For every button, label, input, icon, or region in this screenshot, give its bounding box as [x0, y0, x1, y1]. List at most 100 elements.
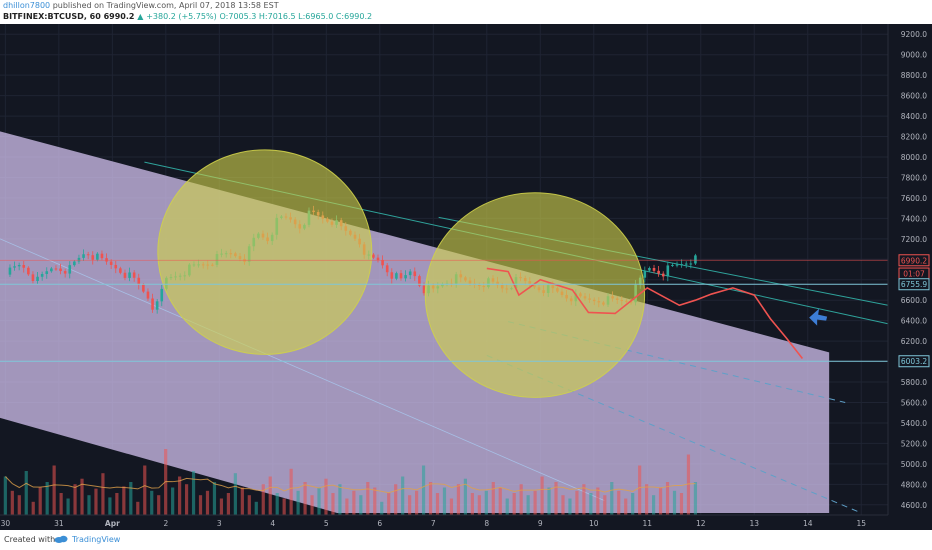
candle-body: [675, 264, 679, 266]
chart-footer: Created with TradingView: [0, 530, 932, 550]
symbol-label: BITFINEX:BTCUSD, 60: [3, 12, 101, 21]
candle-body: [137, 277, 141, 285]
time-axis: 30 31 Apr 2 3 4 5 6 7 8 9 10 11 12 13 14 15: [1, 519, 867, 528]
projection-drawings: [157, 149, 828, 398]
volume-bar: [31, 501, 35, 515]
volume-bar: [463, 478, 467, 515]
lower-trend-line: [0, 238, 605, 502]
candle-body: [155, 301, 159, 310]
volume-bar: [143, 465, 147, 515]
x-tick-label: 11: [643, 519, 653, 528]
candle-body: [151, 298, 154, 310]
volume-bar: [184, 484, 189, 515]
candle-body: [31, 274, 35, 281]
y-tick-label: 8800.0: [901, 71, 927, 80]
candle-body: [63, 271, 67, 274]
candle-body: [119, 268, 122, 273]
candle-body: [666, 265, 670, 277]
candle-body: [381, 260, 384, 266]
volume-bar: [638, 465, 642, 515]
volume-bar: [547, 487, 551, 515]
tradingview-brand[interactable]: TradingView: [72, 535, 121, 544]
volume-bar: [470, 493, 474, 515]
candle-body: [82, 254, 85, 258]
candle-body: [390, 272, 394, 279]
x-tick-label: 2: [163, 519, 168, 528]
volume-bar: [87, 495, 91, 515]
volume-bar: [415, 490, 419, 515]
candle-body: [694, 255, 697, 264]
volume-bar: [268, 476, 272, 515]
candle-body: [385, 265, 389, 273]
candle-body: [671, 265, 674, 267]
highlight-circle: [157, 149, 373, 355]
volume-bar: [401, 476, 405, 515]
candle-body: [8, 267, 12, 275]
y-tick-label: 7800.0: [901, 173, 927, 182]
time-axis-panel[interactable]: [0, 515, 932, 530]
candle-body: [418, 276, 421, 286]
x-tick-label: 4: [270, 519, 275, 528]
x-tick-label: 30: [1, 519, 11, 528]
symbol-line: BITFINEX:BTCUSD, 60 6990.2 ▲ +380.2 (+5.…: [3, 12, 372, 21]
price-badge: [898, 254, 930, 267]
candle-body: [404, 275, 407, 279]
price-badge-label: 01:07: [903, 270, 925, 279]
volume-bar: [665, 482, 670, 515]
volume-bar: [658, 487, 663, 515]
x-tick-label: 14: [803, 519, 813, 528]
chart-header: dhillon7800 published on TradingView.com…: [0, 0, 932, 24]
candle-body: [59, 268, 62, 272]
volume-bar: [561, 495, 565, 515]
volume-bar: [303, 482, 307, 515]
candle-body: [86, 254, 90, 256]
volume-ma-line: [4, 476, 696, 494]
volume-bar: [338, 484, 342, 515]
candle-body: [160, 288, 164, 302]
x-tick-label: 15: [856, 519, 866, 528]
candle-body: [680, 264, 683, 266]
candle-body: [399, 273, 403, 279]
price-badge-label: 6003.2: [901, 357, 927, 366]
author-link[interactable]: dhillon7800: [3, 1, 51, 10]
arrow-icon: [809, 308, 828, 326]
volume-bar: [247, 495, 251, 515]
volume-bar: [108, 497, 112, 515]
volume-bar: [526, 495, 530, 515]
volume-bar: [672, 490, 677, 515]
volume-bar: [24, 471, 28, 515]
volume-bar: [115, 493, 119, 515]
volume-bars: [3, 449, 698, 515]
volume-bar: [240, 487, 244, 515]
volume-bar: [366, 482, 370, 515]
candle-body: [96, 253, 99, 260]
volume-bar: [394, 484, 398, 515]
volume-bar: [693, 482, 698, 515]
volume-bar: [3, 476, 7, 515]
volume-bar: [477, 495, 481, 515]
volume-bar: [624, 498, 628, 515]
volume-bar: [408, 495, 412, 515]
volume-bar: [456, 484, 461, 515]
created-with-label: Created with: [4, 535, 56, 544]
volume-bar: [317, 487, 321, 515]
candle-body: [123, 272, 127, 278]
candle-body: [77, 257, 81, 262]
price-axis: 4600.0 4800.0 5000.0 5200.0 5400.0 5600.0 5800…: [901, 30, 927, 510]
candle-body: [22, 264, 26, 268]
volume-bar: [73, 484, 77, 515]
volume-bar: [603, 495, 607, 515]
volume-bar: [282, 498, 286, 515]
volume-bar: [631, 493, 635, 515]
volume-bar: [568, 498, 572, 515]
volume-bar: [212, 482, 217, 515]
y-tick-label: 5800.0: [901, 378, 927, 387]
volume-bar: [428, 482, 433, 515]
candle-body: [17, 264, 21, 267]
price-chart[interactable]: 4600.04800.05000.05200.05400.05600.05800…: [0, 24, 932, 530]
volume-bar: [554, 482, 558, 515]
y-tick-label: 9200.0: [901, 30, 927, 39]
y-tick-label: 7400.0: [901, 214, 927, 223]
volume-bar: [198, 495, 203, 515]
volume-bar: [449, 498, 454, 515]
